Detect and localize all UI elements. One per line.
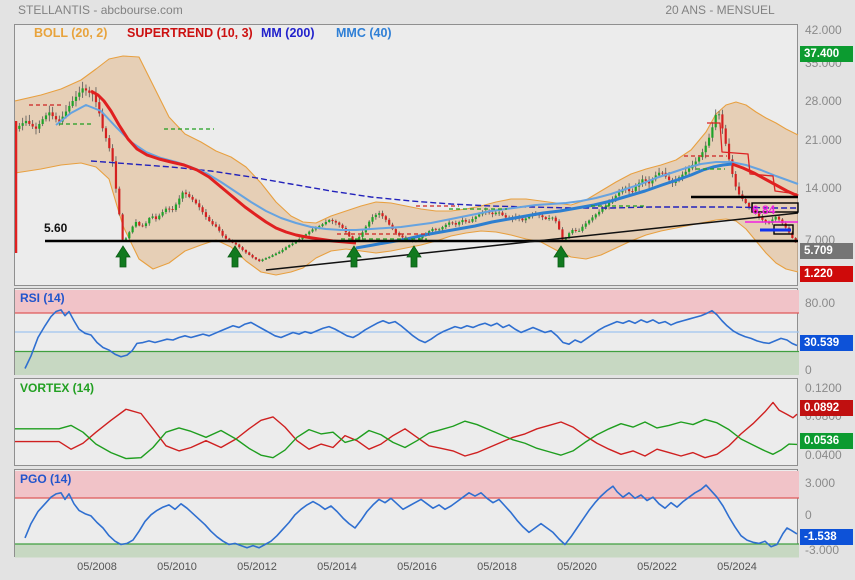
rsi-overbought-zone: [15, 290, 799, 313]
vortex-title: VORTEX (14): [20, 381, 95, 395]
pgo-lower-zone: [15, 544, 799, 558]
x-axis-label: 05/2020: [557, 561, 597, 573]
fib-level-label: 6.84: [752, 203, 776, 217]
vortex-minus-line: [15, 401, 798, 459]
scale-tick-label: 14.000: [805, 181, 842, 195]
x-axis-label: 05/2024: [717, 561, 757, 573]
pgo-panel[interactable]: [14, 469, 799, 558]
vortex-plus-line: [15, 418, 798, 460]
buy-signal-arrow: [553, 245, 569, 268]
scale-tick-label: 80.00: [805, 296, 836, 310]
scale-tick-label: 0.0400: [805, 448, 842, 462]
support-level-label: 5.60: [44, 221, 68, 235]
scale-value-badge: 37.400: [800, 46, 853, 62]
supertrend-trail-line: [707, 122, 798, 195]
scale-value-badge: 0.0892: [800, 400, 853, 416]
x-axis-label: 05/2008: [77, 561, 117, 573]
x-axis-label: 05/2016: [397, 561, 437, 573]
instrument-title: STELLANTIS - abcbourse.com: [18, 3, 183, 17]
period-label: 20 ANS - MENSUEL: [665, 3, 775, 17]
rsi-oversold-zone: [15, 351, 799, 375]
scale-value-badge: 5.709: [800, 243, 853, 259]
buy-signal-arrow: [227, 245, 243, 268]
pgo-upper-zone: [15, 471, 799, 498]
scale-tick-label: 28.000: [805, 94, 842, 108]
scale-tick-label: 0.1200: [805, 381, 842, 395]
scale-tick-label: 42.000: [805, 23, 842, 37]
annotation-rectangle[interactable]: [751, 202, 799, 213]
x-axis-label: 05/2012: [237, 561, 277, 573]
supertrend-bearish-current: [731, 162, 799, 198]
scale-tick-label: 0: [805, 508, 812, 522]
x-axis-label: 05/2014: [317, 561, 357, 573]
pgo-line: [24, 484, 798, 549]
rsi-line: [24, 309, 798, 369]
rsi-title: RSI (14): [20, 291, 65, 305]
buy-signal-arrow: [115, 245, 131, 268]
rsi-panel[interactable]: [14, 288, 799, 375]
scale-tick-label: 21.000: [805, 133, 842, 147]
x-axis-label: 05/2018: [477, 561, 517, 573]
bollinger-band-fill: [15, 56, 798, 275]
bollinger-upper-line: [15, 55, 799, 224]
scale-value-badge: 0.0536: [800, 433, 853, 449]
scale-value-badge: 30.539: [800, 335, 853, 351]
scale-value-badge: -1.538: [800, 529, 853, 545]
supertrend-bearish-line: [90, 89, 357, 245]
buy-signal-arrow: [406, 245, 422, 268]
scale-tick-label: 0: [805, 363, 812, 377]
supertrend-bullish-line: [355, 162, 733, 250]
pgo-title: PGO (14): [20, 472, 72, 486]
x-axis-label: 05/2010: [157, 561, 197, 573]
scale-tick-label: 3.000: [805, 476, 836, 490]
buy-signal-arrow: [346, 245, 362, 268]
scale-value-badge: 1.220: [800, 266, 853, 282]
price-chart-panel[interactable]: [14, 24, 799, 286]
x-axis-label: 05/2022: [637, 561, 677, 573]
mm200-line: [90, 160, 798, 209]
vortex-panel[interactable]: [14, 378, 798, 466]
scale-tick-label: -3.000: [805, 543, 840, 557]
